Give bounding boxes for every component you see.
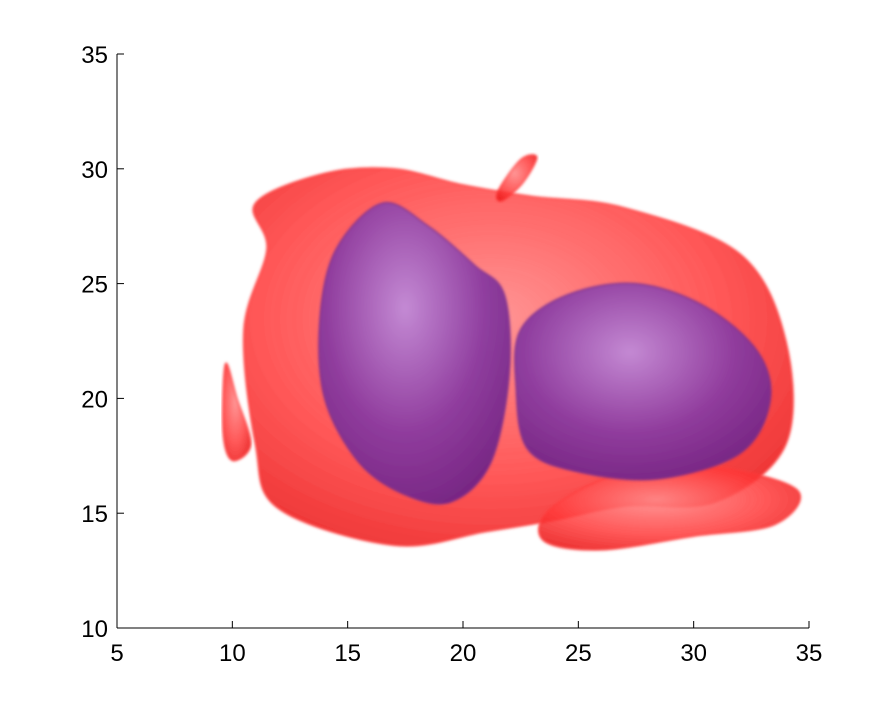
x-tick-label: 25 — [565, 640, 592, 667]
x-tick-label: 15 — [334, 640, 361, 667]
inner-surface-region-1 — [317, 201, 512, 505]
inner-surface — [317, 201, 772, 505]
x-tick-label: 5 — [110, 640, 123, 667]
y-tick-label: 25 — [81, 272, 108, 299]
y-tick-label: 30 — [81, 157, 108, 184]
x-ticks: 5 10 15 20 25 30 35 — [110, 621, 822, 667]
x-tick-label: 30 — [680, 640, 707, 667]
y-tick-label: 10 — [81, 616, 108, 643]
outer-surface-region-4 — [495, 153, 538, 203]
y-tick-label: 35 — [81, 42, 108, 69]
y-ticks: 10 15 20 25 30 35 — [81, 42, 124, 643]
y-tick-label: 15 — [81, 501, 108, 528]
x-tick-label: 35 — [796, 640, 823, 667]
x-tick-label: 10 — [219, 640, 246, 667]
inner-surface-region-2 — [513, 282, 772, 481]
y-tick-label: 20 — [81, 386, 108, 413]
x-tick-label: 20 — [450, 640, 477, 667]
surface-layer — [221, 153, 802, 552]
outer-surface-region-3 — [221, 362, 252, 462]
